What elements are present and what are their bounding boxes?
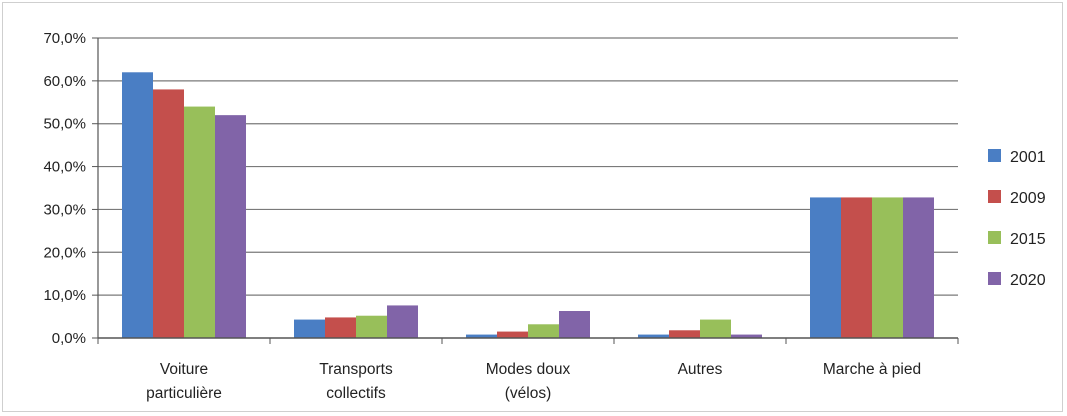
legend-label: 2009 [1010, 190, 1046, 207]
bar-2015-1 [356, 315, 387, 338]
x-category-label: particulière [146, 385, 222, 402]
bar-2001-0 [122, 72, 153, 339]
bar-2015-3 [700, 319, 731, 338]
legend: 2001 2009 2015 2020 [988, 149, 1046, 289]
bar-2009-4 [841, 197, 872, 338]
x-category-label: (vélos) [505, 385, 552, 402]
y-tick-label: 30,0% [43, 201, 86, 218]
x-category-label: Transports [319, 361, 393, 378]
bar-2020-4 [903, 197, 934, 338]
legend-label: 2015 [1010, 231, 1046, 248]
bars [122, 72, 934, 339]
bar-2009-0 [153, 89, 184, 338]
bar-2009-3 [669, 330, 700, 338]
bar-2001-2 [466, 334, 497, 338]
bar-2020-1 [387, 305, 418, 338]
legend-swatch-2020 [988, 272, 1001, 285]
legend-label: 2020 [1010, 272, 1046, 289]
y-tick-label: 0,0% [52, 330, 86, 347]
legend-label: 2001 [1010, 149, 1046, 166]
y-tick-label: 10,0% [43, 287, 86, 304]
bar-2015-4 [872, 197, 903, 338]
x-category-label: Voiture [160, 361, 208, 378]
bar-2009-2 [497, 331, 528, 338]
x-category-label: Marche à pied [823, 361, 921, 378]
y-tick-label: 20,0% [43, 244, 86, 261]
x-category-label: Modes doux [486, 361, 571, 378]
y-tick-label: 60,0% [43, 73, 86, 90]
legend-swatch-2009 [988, 190, 1001, 203]
axes [92, 37, 959, 344]
y-tick-label: 40,0% [43, 159, 86, 176]
y-axis-tick-labels: 0,0% 10,0% 20,0% 30,0% 40,0% 50,0% 60,0% 70,0% [43, 30, 86, 347]
x-category-label: collectifs [326, 385, 386, 402]
bar-2001-3 [638, 334, 669, 338]
bar-2001-4 [810, 197, 841, 338]
bar-2009-1 [325, 317, 356, 338]
bar-2015-2 [528, 324, 559, 338]
y-tick-label: 50,0% [43, 116, 86, 133]
legend-swatch-2001 [988, 149, 1001, 162]
bar-2020-2 [559, 311, 590, 338]
legend-swatch-2015 [988, 231, 1001, 244]
bar-2001-1 [294, 319, 325, 338]
bar-2020-3 [731, 334, 762, 338]
x-category-label: Autres [678, 361, 723, 378]
bar-2020-0 [215, 115, 246, 339]
bar-2015-0 [184, 106, 215, 338]
y-tick-label: 70,0% [43, 30, 86, 47]
x-axis-category-labels: Voiture particulière Transports collectifs M… [146, 361, 921, 402]
